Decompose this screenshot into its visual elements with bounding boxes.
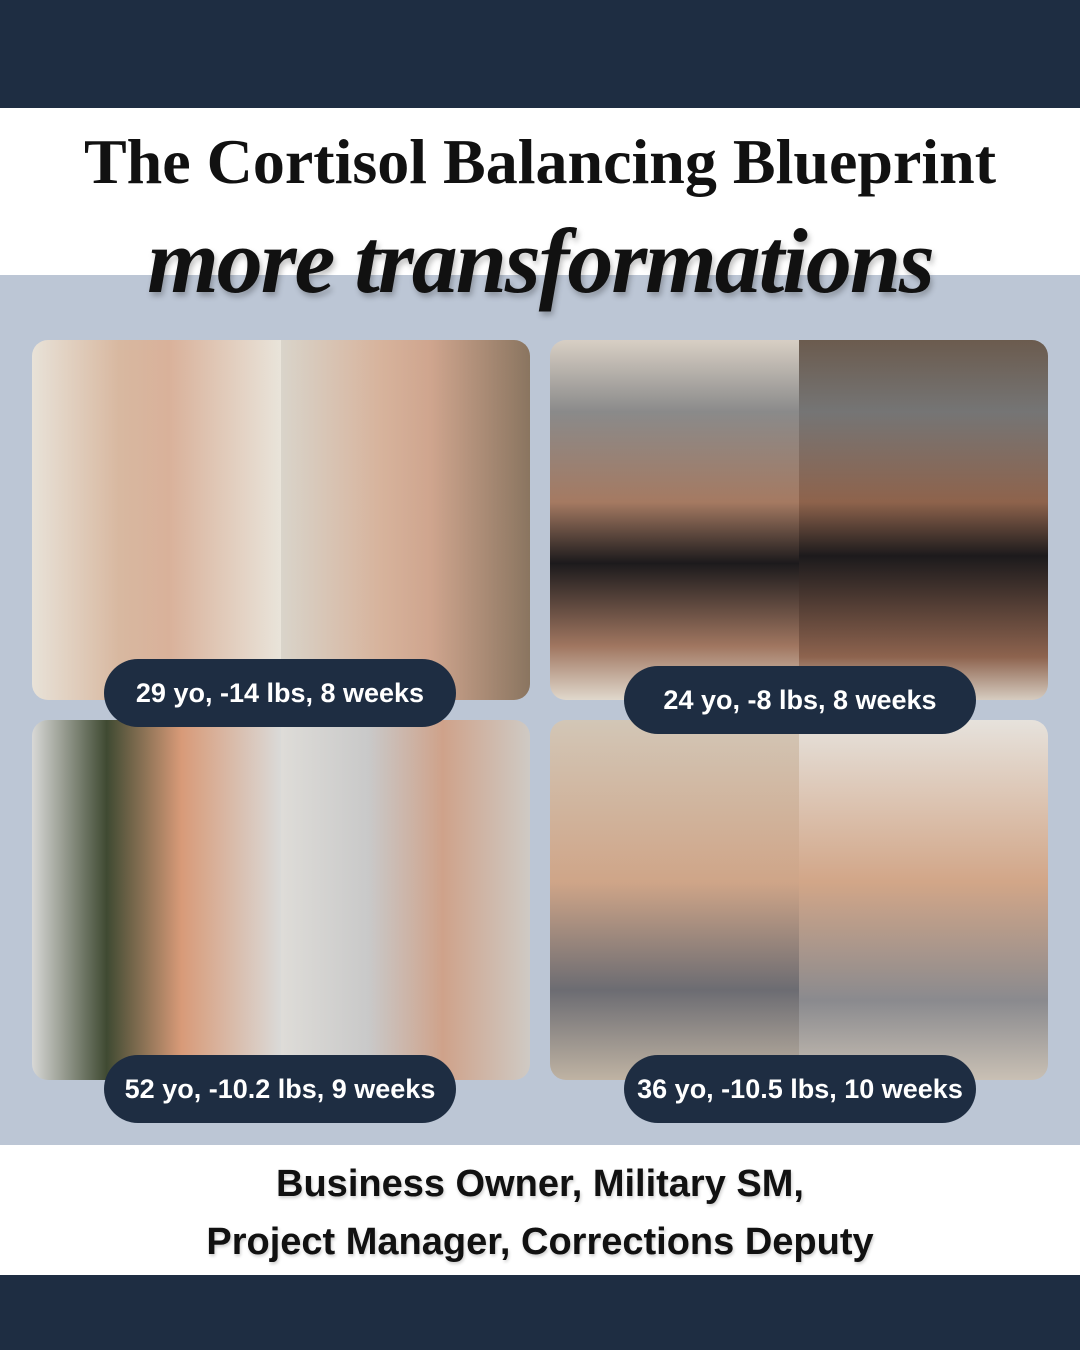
result-label-2: 24 yo, -8 lbs, 8 weeks [624,666,976,734]
bottom-bar [0,1275,1080,1350]
top-bar [0,0,1080,108]
result-label-4: 36 yo, -10.5 lbs, 10 weeks [624,1055,976,1123]
result-label-3: 52 yo, -10.2 lbs, 9 weeks [104,1055,456,1123]
page-title: The Cortisol Balancing Blueprint [83,126,997,197]
transformation-photo-1 [32,340,530,700]
transformation-photo-2 [550,340,1048,700]
result-label-1: 29 yo, -14 lbs, 8 weeks [104,659,456,727]
transformation-photo-4 [550,720,1048,1080]
footer-line-2: Project Manager, Corrections Deputy [206,1221,874,1263]
footer-line-1: Business Owner, Military SM, [276,1163,804,1205]
subtitle-script: more transformations [147,210,935,312]
transformation-photo-3 [32,720,530,1080]
